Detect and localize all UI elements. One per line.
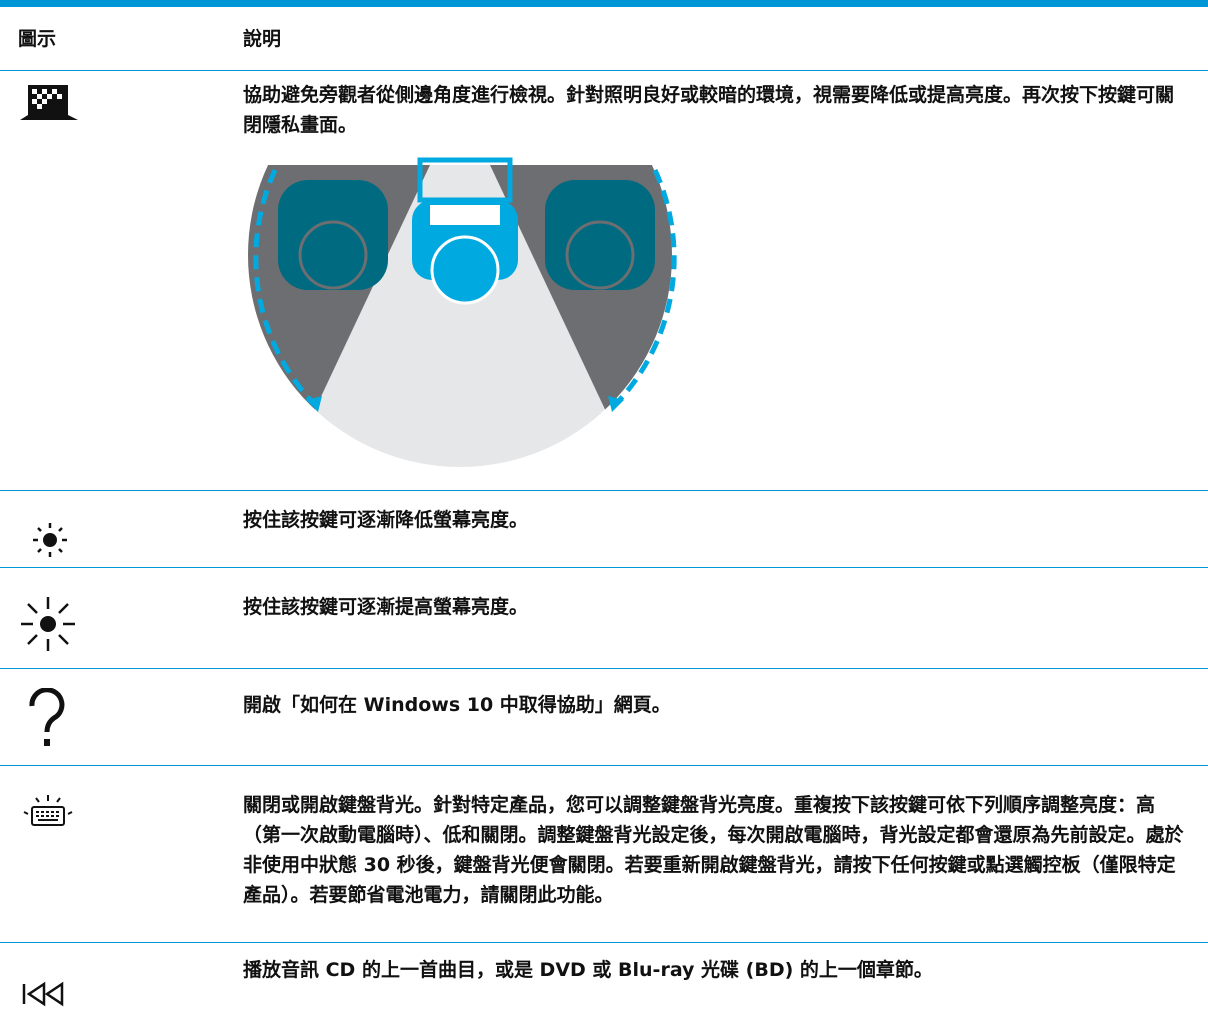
row-description: 按住該按鍵可逐漸降低螢幕亮度。 bbox=[243, 509, 529, 531]
keyboard-backlight-icon bbox=[23, 795, 73, 826]
divider bbox=[0, 668, 1208, 669]
header-icon: 圖示 bbox=[18, 28, 57, 50]
privacy-illustration bbox=[248, 157, 677, 467]
row-description: 開啟「如何在 Windows 10 中取得協助」網頁。 bbox=[243, 694, 671, 716]
divider bbox=[0, 490, 1208, 491]
row-description: 協助避免旁觀者從側邊角度進行檢視。針對照明良好或較暗的環境，視需要降低或提高亮度… bbox=[243, 84, 1175, 136]
brightness-up-icon bbox=[21, 597, 75, 651]
divider bbox=[0, 70, 1208, 71]
divider bbox=[0, 765, 1208, 766]
divider bbox=[0, 942, 1208, 943]
privacy-icon bbox=[20, 85, 78, 120]
row-description: 播放音訊 CD 的上一首曲目，或是 DVD 或 Blu-ray 光碟 (BD) … bbox=[243, 959, 933, 981]
previous-track-icon bbox=[22, 981, 64, 1007]
header-description: 說明 bbox=[243, 28, 282, 50]
top-bar bbox=[0, 0, 1208, 7]
help-icon bbox=[29, 688, 65, 746]
divider bbox=[0, 567, 1208, 568]
brightness-down-icon bbox=[33, 523, 67, 557]
row-description: 關閉或開啟鍵盤背光。針對特定產品，您可以調整鍵盤背光亮度。重複按下該按鍵可依下列… bbox=[243, 794, 1184, 906]
row-description: 按住該按鍵可逐漸提高螢幕亮度。 bbox=[243, 596, 529, 618]
